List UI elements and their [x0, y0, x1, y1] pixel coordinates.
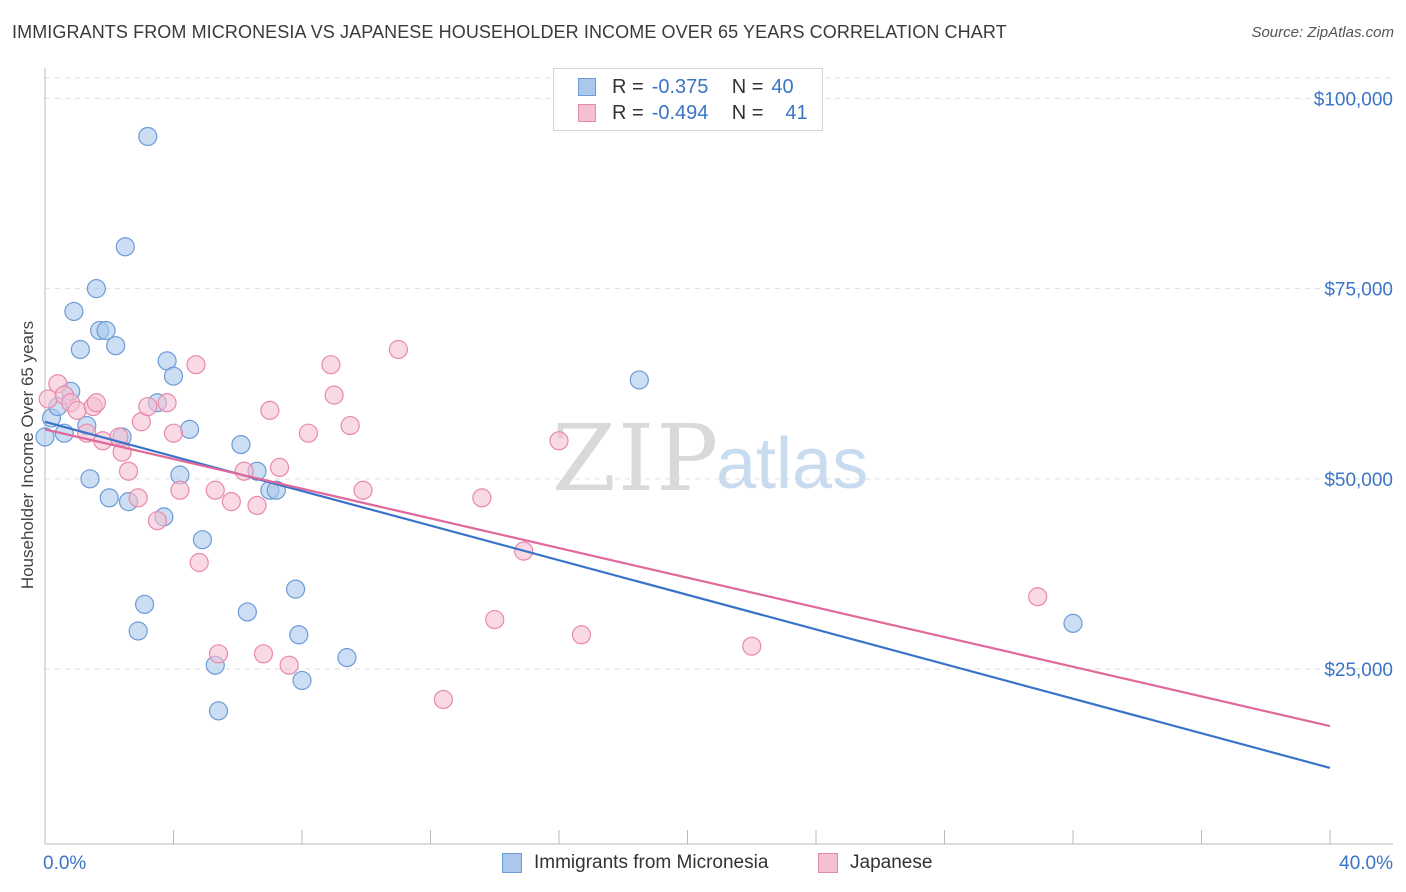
japanese-point: [571, 625, 592, 645]
japanese-point: [253, 644, 274, 664]
r-value-micronesia: -0.375: [651, 75, 709, 98]
japanese-point: [189, 552, 209, 573]
micronesia-point: [106, 336, 126, 356]
japanese-trend-line: [44, 428, 1331, 728]
japanese-point: [742, 636, 762, 656]
stats-legend-row-japanese: R = -0.494 N = 41: [578, 100, 808, 126]
japanese-point: [170, 480, 190, 500]
japanese-point: [260, 400, 280, 420]
japanese-point: [147, 511, 168, 531]
japanese-swatch: [578, 104, 596, 122]
micronesia-point: [128, 621, 148, 641]
japanese-point: [388, 339, 408, 360]
micronesia-point: [179, 419, 200, 439]
n-value-micronesia: 40: [771, 75, 794, 98]
japanese-point: [138, 396, 158, 417]
japanese-point: [472, 488, 492, 508]
micronesia-point: [99, 488, 119, 508]
y-tick-label: $75,000: [1324, 280, 1393, 301]
trend-lines: [44, 420, 1331, 769]
micronesia-point: [163, 366, 184, 386]
y-tick-label: $50,000: [1324, 470, 1393, 491]
micronesia-point: [285, 579, 306, 599]
n-value-japanese: 41: [785, 101, 808, 124]
japanese-point: [118, 461, 139, 481]
japanese-point: [321, 355, 341, 375]
japanese-point: [208, 644, 229, 664]
japanese-point: [340, 415, 360, 436]
micronesia-point: [237, 602, 257, 622]
micronesia-point: [292, 670, 312, 691]
micronesia-point: [629, 370, 649, 390]
series-legend: Immigrants from Micronesia Japanese: [0, 852, 1406, 878]
japanese-point: [324, 385, 344, 405]
micronesia-point: [1063, 613, 1083, 633]
data-points: [35, 126, 1083, 721]
micronesia-point: [64, 301, 84, 322]
japanese-point: [485, 609, 505, 630]
legend-item-japanese[interactable]: Japanese: [818, 852, 932, 874]
micronesia-point: [192, 530, 213, 550]
japanese-point: [269, 457, 290, 478]
legend-item-micronesia[interactable]: Immigrants from Micronesia: [502, 852, 768, 874]
r-label: R =: [612, 101, 644, 124]
n-label: N =: [731, 101, 764, 124]
r-label: R =: [612, 75, 644, 98]
japanese-point: [298, 423, 319, 443]
chart-title: IMMIGRANTS FROM MICRONESIA VS JAPANESE H…: [12, 22, 1007, 42]
micronesia-point: [115, 237, 135, 257]
japanese-point: [353, 480, 373, 500]
x-tick-label-min: 0.0%: [43, 853, 86, 874]
micronesia-point: [231, 434, 251, 455]
tick-labels: $25,000 $50,000 $75,000 $100,000 0.0% 40.0%: [43, 89, 1393, 874]
japanese-point: [221, 492, 241, 512]
japanese-point: [247, 495, 267, 516]
r-value-japanese: -0.494: [651, 101, 709, 124]
japanese-point: [433, 689, 453, 710]
stats-legend-row-micronesia: R = -0.375 N = 40: [578, 74, 794, 100]
y-tick-label: $25,000: [1324, 660, 1393, 681]
micronesia-point: [337, 648, 357, 668]
legend-label-japanese: Japanese: [850, 852, 933, 873]
watermark-zip: ZIP: [552, 405, 720, 512]
japanese-point: [157, 393, 177, 413]
watermark-atlas: atlas: [716, 424, 868, 504]
source-credit: Source: ZipAtlas.com: [1251, 24, 1394, 41]
gridlines: [45, 77, 1393, 670]
japanese-point: [163, 423, 184, 443]
micronesia-point: [289, 625, 309, 645]
micronesia-point: [70, 339, 90, 360]
japanese-point: [67, 400, 87, 420]
micronesia-point: [96, 320, 116, 341]
japanese-point: [86, 393, 107, 413]
japanese-point: [205, 480, 225, 500]
y-tick-label: $100,000: [1314, 89, 1393, 110]
japanese-legend-swatch: [818, 853, 838, 873]
micronesia-point: [35, 427, 55, 447]
japanese-point: [128, 488, 148, 508]
micronesia-legend-swatch: [502, 853, 522, 873]
micronesia-point: [138, 126, 158, 147]
micronesia-point: [80, 469, 100, 489]
japanese-point: [279, 655, 299, 675]
japanese-point: [186, 355, 206, 375]
micronesia-point: [208, 701, 229, 721]
watermark: ZIP atlas: [552, 405, 868, 512]
stats-legend: R = -0.375 N = 40 R = -0.494 N = 41: [553, 68, 823, 131]
japanese-point: [549, 431, 569, 451]
micronesia-point: [134, 594, 155, 614]
x-tick-label-max: 40.0%: [1339, 853, 1393, 874]
legend-label-micronesia: Immigrants from Micronesia: [534, 852, 769, 873]
japanese-point: [1028, 587, 1048, 607]
n-label: N =: [731, 75, 764, 98]
micronesia-point: [86, 279, 107, 299]
micronesia-swatch: [578, 78, 596, 96]
axes: [44, 68, 1393, 845]
